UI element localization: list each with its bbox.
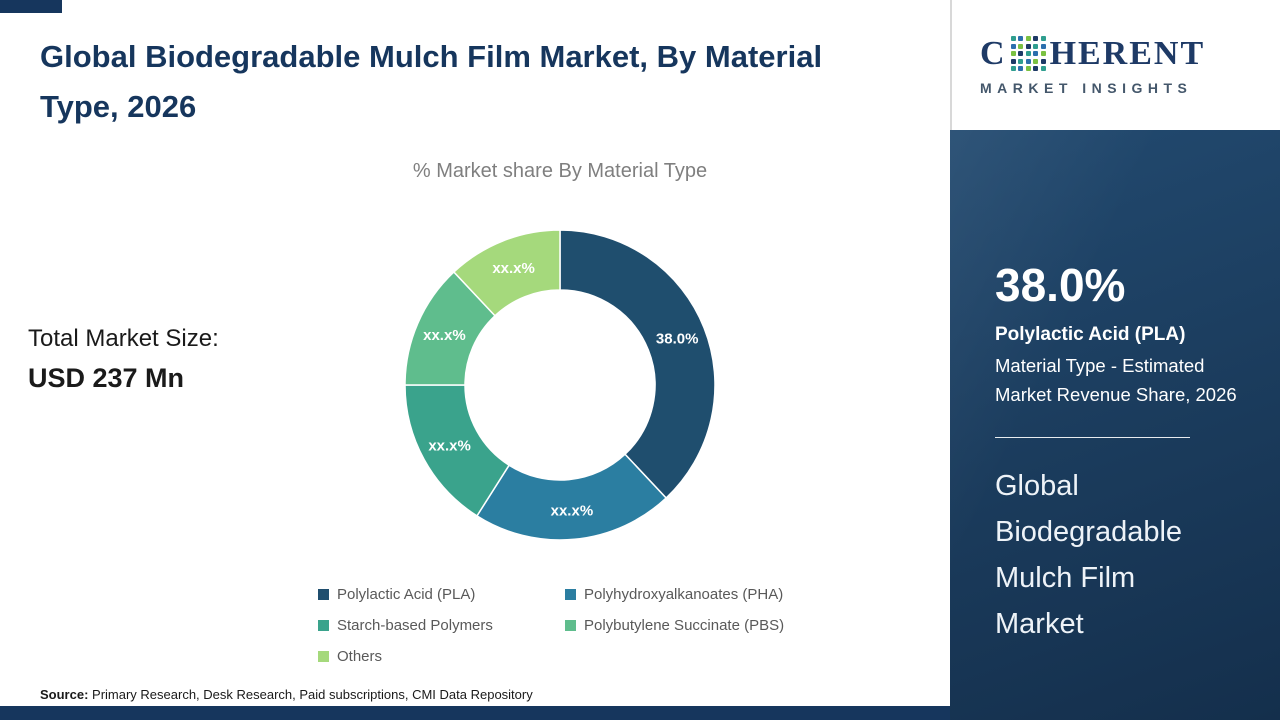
legend-item: Polylactic Acid (PLA) xyxy=(318,586,565,603)
logo-dot xyxy=(1025,66,1031,71)
donut-segment xyxy=(559,229,716,500)
legend-swatch xyxy=(565,589,576,600)
legend-swatch xyxy=(565,620,576,631)
corner-accent-bar xyxy=(0,0,62,13)
logo-dot xyxy=(1040,66,1046,71)
legend-swatch xyxy=(318,620,329,631)
logo-dot xyxy=(1033,51,1039,56)
source-label: Source: xyxy=(40,687,89,702)
logo-text-prefix: C xyxy=(980,34,1007,72)
stat-value: 38.0% xyxy=(995,259,1126,311)
legend-item: Others xyxy=(318,648,565,665)
logo-dot xyxy=(1040,51,1046,56)
logo-dot xyxy=(1040,43,1046,49)
donut-segment-label: xx.x% xyxy=(551,502,594,519)
logo-dot xyxy=(1040,36,1046,41)
source-text: Primary Research, Desk Research, Paid su… xyxy=(88,687,533,702)
logo-dot xyxy=(1018,51,1024,56)
stat-title: Polylactic Acid (PLA) xyxy=(995,324,1186,345)
legend-item: Polybutylene Succinate (PBS) xyxy=(565,617,812,634)
logo-dot xyxy=(1018,58,1024,64)
logo-dot xyxy=(1018,36,1024,41)
divider-line xyxy=(995,437,1190,439)
donut-segment-label: xx.x% xyxy=(428,438,471,455)
logo-dot xyxy=(1018,43,1024,49)
source-note: Source: Primary Research, Desk Research,… xyxy=(40,687,533,702)
legend-swatch xyxy=(318,589,329,600)
chart-legend: Polylactic Acid (PLA) Polyhydroxyalkanoat… xyxy=(318,586,838,665)
donut-segment xyxy=(452,229,561,317)
donut-chart: 38.0% xx.x% xx.x% xx.x% xx.x% xyxy=(404,229,716,541)
legend-label: Starch-based Polymers xyxy=(337,617,493,634)
stat-description: Material Type - Estimated Market Revenue… xyxy=(995,355,1237,405)
logo-dot-matrix-icon xyxy=(1010,36,1046,71)
sidebar-content: 38.0% Polylactic Acid (PLA) Material Typ… xyxy=(950,130,1280,720)
legend-label: Others xyxy=(337,648,383,665)
donut-segment-label: 38.0% xyxy=(656,331,699,348)
footer-bar xyxy=(0,706,1280,720)
logo-dot xyxy=(1010,36,1016,41)
logo-dot xyxy=(1025,43,1031,49)
market-name: Global Biodegradable Mulch Film Market xyxy=(995,470,1183,640)
legend-item: Starch-based Polymers xyxy=(318,617,565,634)
logo-dot xyxy=(1010,43,1016,49)
legend-label: Polyhydroxyalkanoates (PHA) xyxy=(584,586,784,603)
logo-tagline: MARKET INSIGHTS xyxy=(980,79,1193,96)
legend-label: Polybutylene Succinate (PBS) xyxy=(584,617,785,634)
logo-dot xyxy=(1033,58,1039,64)
company-logo: C HERENT xyxy=(980,35,1280,73)
donut-segment-label: xx.x% xyxy=(492,260,535,277)
logo-dot xyxy=(1025,36,1031,41)
logo-dot xyxy=(1018,66,1024,71)
logo-dot xyxy=(1025,51,1031,56)
legend-item: Polyhydroxyalkanoates (PHA) xyxy=(565,586,812,603)
total-market-label: Total Market Size: xyxy=(28,325,219,352)
logo-dot xyxy=(1033,43,1039,49)
legend-label: Polylactic Acid (PLA) xyxy=(337,586,476,603)
page-title: Global Biodegradable Mulch Film Market, … xyxy=(40,39,823,125)
logo-dot xyxy=(1025,58,1031,64)
logo-dot xyxy=(1010,66,1016,71)
logo-dot xyxy=(1033,36,1039,41)
total-market-value: USD 237 Mn xyxy=(28,363,185,393)
chart-subtitle: % Market share By Material Type xyxy=(412,160,708,182)
sidebar: C HERENT MARKET INSIGHTS 38.0% Polylacti… xyxy=(950,0,1280,720)
logo-text-suffix: HERENT xyxy=(1049,34,1206,72)
logo-dot xyxy=(1040,58,1046,64)
total-market-block: Total Market Size: USD 237 Mn xyxy=(28,325,219,394)
logo-box: C HERENT MARKET INSIGHTS xyxy=(950,0,1280,130)
logo-dot xyxy=(1010,51,1016,56)
legend-swatch xyxy=(318,651,329,662)
logo-dot xyxy=(1033,66,1039,71)
donut-segment-label: xx.x% xyxy=(423,327,466,344)
logo-dot xyxy=(1010,58,1016,64)
